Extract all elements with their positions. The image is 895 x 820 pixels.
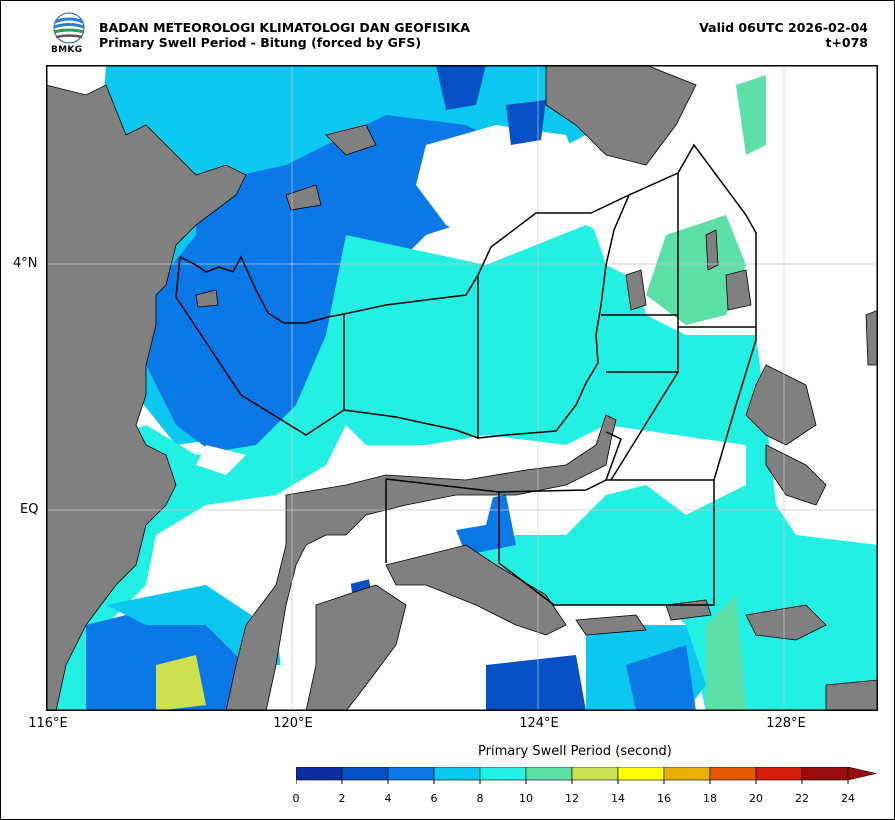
colorbar-segment xyxy=(479,767,527,781)
swell-zone-darkblue-north xyxy=(436,65,486,110)
colorbar-segment xyxy=(755,767,803,781)
colorbar-tick-label: 0 xyxy=(292,792,300,805)
colorbar-segment xyxy=(709,767,757,781)
colorbar-segment xyxy=(525,767,573,781)
zone-boundaries xyxy=(175,143,757,606)
colorbar-tick-label: 22 xyxy=(795,792,809,805)
title-block: BADAN METEOROLOGI KLIMATOLOGI DAN GEOFIS… xyxy=(99,20,470,50)
colorbar-tick-label: 24 xyxy=(841,792,855,805)
zone-boundary-west xyxy=(175,255,345,436)
colorbar-segment xyxy=(801,767,849,781)
swell-zone-blue-south xyxy=(86,605,266,711)
colorbar-tick-label: 6 xyxy=(430,792,438,805)
org-name: BADAN METEOROLOGI KLIMATOLOGI DAN GEOFIS… xyxy=(99,20,470,35)
land-mindanao xyxy=(545,65,697,166)
swell-zone-yellowgreen xyxy=(156,655,206,711)
colorbar-segment xyxy=(296,767,343,781)
swell-zone-turquoise-main xyxy=(46,225,878,711)
swell-zone-green-east xyxy=(646,215,746,325)
land-sulawesi xyxy=(225,414,617,711)
zone-boundary-central xyxy=(343,193,631,439)
colorbar-tick-label: 4 xyxy=(384,792,392,805)
bmkg-logo xyxy=(53,12,85,44)
zone-boundary-south xyxy=(498,479,715,606)
colorbar-tick-label: 8 xyxy=(476,792,484,805)
colorbar-tick-label: 14 xyxy=(611,792,625,805)
land-halmahera xyxy=(745,364,817,446)
colorbar-segment xyxy=(663,767,711,781)
colorbar-tick-label: 18 xyxy=(703,792,717,805)
lat-label-eq: EQ xyxy=(20,502,39,517)
valid-time: Valid 06UTC 2026-02-04 xyxy=(699,20,868,35)
lon-label-124e: 124°E xyxy=(519,716,559,731)
colorbar-extend-arrow xyxy=(847,767,877,781)
map-gridlines xyxy=(46,65,878,711)
colorbar-segment xyxy=(341,767,389,781)
land-masses xyxy=(46,65,878,711)
valid-block: Valid 06UTC 2026-02-04 t+078 xyxy=(699,20,868,50)
colorbar-title: Primary Swell Period (second) xyxy=(478,744,672,759)
nodata-north xyxy=(416,125,586,245)
lon-label-128e: 128°E xyxy=(766,716,806,731)
colorbar-tick-label: 10 xyxy=(519,792,533,805)
colorbar-tick-label: 16 xyxy=(657,792,671,805)
swell-zone-darkblue-south xyxy=(486,655,586,711)
map-border xyxy=(46,65,878,711)
logo-text: BMKG xyxy=(51,45,83,55)
colorbar-tick-label: 2 xyxy=(338,792,346,805)
colorbar-tick-label: 20 xyxy=(749,792,763,805)
lat-label-4n: 4°N xyxy=(13,256,38,271)
colorbar xyxy=(296,767,877,784)
colorbar-segment xyxy=(433,767,481,781)
colorbar-tick-label: 12 xyxy=(565,792,579,805)
colorbar-segment xyxy=(571,767,619,781)
lon-label-116e: 116°E xyxy=(28,716,68,731)
colorbar-segment xyxy=(617,767,665,781)
lead-time: t+078 xyxy=(825,35,868,50)
land-borneo xyxy=(46,84,247,711)
colorbar-segment xyxy=(387,767,435,781)
product-title: Primary Swell Period - Bitung (forced by… xyxy=(99,35,422,50)
swell-period-map[interactable] xyxy=(46,65,878,711)
lon-label-120e: 120°E xyxy=(273,716,313,731)
